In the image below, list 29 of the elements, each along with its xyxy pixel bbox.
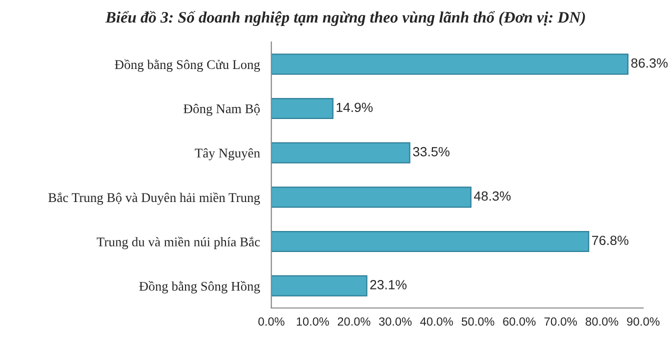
data-label: 23.1%	[370, 280, 407, 290]
y-tick-label: Trung du và miền núi phía Bắc	[96, 236, 260, 250]
bar	[271, 186, 472, 208]
y-tick-label: Đông Nam Bộ	[184, 104, 260, 116]
x-tick-label: 20.0%	[338, 317, 370, 326]
data-label: 33.5%	[413, 147, 450, 156]
x-tick-label: 0.0%	[258, 317, 284, 326]
x-tick-label: 50.0%	[462, 317, 494, 326]
y-tick-label: Tây Nguyên	[194, 148, 260, 160]
bar	[271, 98, 334, 120]
x-tick-label: 10.0%	[296, 317, 329, 326]
bar	[271, 230, 590, 252]
x-tick-label: 80.0%	[586, 317, 618, 326]
y-tick-label: Đồng bằng Sông Cửu Long	[114, 59, 260, 72]
data-label: 76.8%	[592, 236, 628, 246]
x-tick-label: 70.0%	[544, 317, 577, 326]
x-tick-label: 40.0%	[420, 317, 453, 326]
x-tick-label: 60.0%	[503, 317, 536, 326]
y-tick-label: Đồng bằng Sông Hồng	[139, 281, 260, 294]
bar	[271, 54, 628, 75]
data-label: 14.9%	[336, 102, 373, 112]
data-label: 86.3%	[631, 58, 668, 68]
bar	[271, 142, 410, 164]
chart-title: Biểu đồ 3: Số doanh nghiệp tạm ngừng theo vùng lãnh thổ (Đơn vị: DN)	[105, 10, 585, 26]
x-tick-label: 90.0%	[627, 317, 660, 326]
x-tick-label: 30.0%	[379, 317, 412, 326]
bar	[271, 275, 368, 296]
data-label: 48.3%	[474, 191, 511, 201]
y-tick-label: Bắc Trung Bộ và Duyên hải miền Trung	[48, 192, 260, 205]
